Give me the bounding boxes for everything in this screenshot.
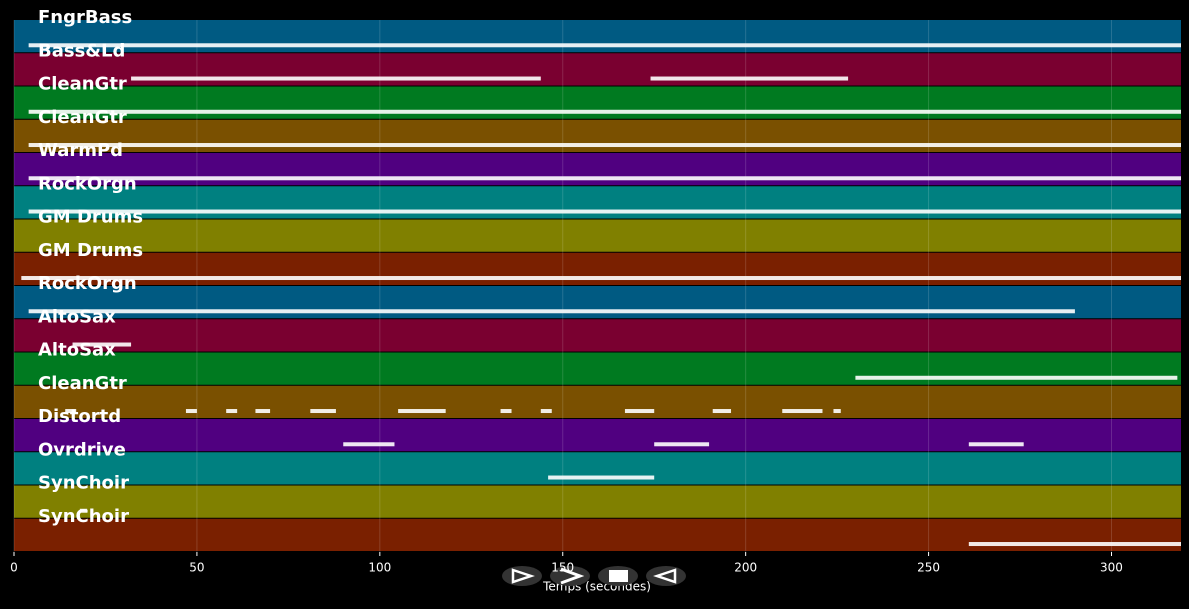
track-lane bbox=[14, 319, 1181, 352]
stop-button[interactable] bbox=[598, 566, 638, 586]
track-name: WarmPd bbox=[38, 140, 123, 161]
note-span bbox=[28, 309, 1075, 314]
x-tick-label: 0 bbox=[10, 561, 18, 575]
track-lane bbox=[14, 286, 1181, 319]
note-span bbox=[72, 342, 132, 347]
forward-button[interactable] bbox=[550, 566, 590, 586]
track-lane bbox=[14, 385, 1181, 418]
note-span bbox=[343, 442, 395, 447]
track-name: Ovrdrive bbox=[38, 439, 126, 460]
note-span bbox=[185, 409, 197, 414]
note-span bbox=[968, 442, 1024, 447]
track-lane bbox=[14, 20, 1181, 53]
track-name: SynChoir bbox=[38, 506, 129, 527]
track-name: GM Drums bbox=[38, 207, 143, 228]
note-span bbox=[782, 409, 823, 414]
x-tick-label: 50 bbox=[189, 561, 204, 575]
note-span bbox=[833, 409, 841, 414]
x-tick-label: 150 bbox=[551, 561, 574, 575]
note-span bbox=[28, 143, 1182, 148]
x-tick-label: 100 bbox=[368, 561, 391, 575]
note-span bbox=[548, 475, 655, 480]
note-span bbox=[226, 409, 238, 414]
rewind-button[interactable] bbox=[646, 566, 686, 586]
note-span bbox=[28, 209, 1182, 214]
track-lane bbox=[14, 419, 1181, 452]
note-span bbox=[310, 409, 336, 414]
track-lane bbox=[14, 153, 1181, 186]
track-name: Distortd bbox=[38, 406, 121, 427]
note-span bbox=[21, 276, 1181, 281]
note-span bbox=[650, 76, 849, 81]
track-name: CleanGtr bbox=[38, 373, 127, 394]
note-span bbox=[398, 409, 446, 414]
track-lane bbox=[14, 186, 1181, 219]
track-name: RockOrgn bbox=[38, 273, 137, 294]
note-span bbox=[28, 109, 1182, 114]
note-span bbox=[500, 409, 512, 414]
x-tick-label: 250 bbox=[917, 561, 940, 575]
x-tick-label: 300 bbox=[1100, 561, 1123, 575]
note-span bbox=[654, 442, 710, 447]
track-lane bbox=[14, 119, 1181, 152]
note-span bbox=[712, 409, 732, 414]
track-lane bbox=[14, 518, 1181, 551]
track-lane bbox=[14, 252, 1181, 285]
track-name: CleanGtr bbox=[38, 74, 127, 95]
track-lane bbox=[14, 485, 1181, 518]
x-tick-label: 200 bbox=[734, 561, 757, 575]
note-span bbox=[540, 409, 552, 414]
track-name: AltoSax bbox=[38, 306, 116, 327]
note-span bbox=[855, 375, 1178, 380]
track-name: Bass&Ld bbox=[38, 40, 125, 61]
track-name: RockOrgn bbox=[38, 173, 137, 194]
note-span bbox=[28, 176, 1182, 181]
note-span bbox=[79, 508, 88, 513]
track-name: FngrBass bbox=[38, 7, 132, 28]
track-lane bbox=[14, 219, 1181, 252]
note-span bbox=[28, 43, 1182, 48]
track-lane bbox=[14, 53, 1181, 86]
track-name: GM Drums bbox=[38, 240, 143, 261]
note-span bbox=[624, 409, 655, 414]
note-span bbox=[131, 76, 541, 81]
track-lane bbox=[14, 352, 1181, 385]
track-lane bbox=[14, 86, 1181, 119]
track-name: AltoSax bbox=[38, 340, 116, 361]
play-button[interactable] bbox=[502, 566, 542, 586]
note-span bbox=[255, 409, 271, 414]
track-name: SynChoir bbox=[38, 473, 129, 494]
note-span bbox=[968, 542, 1181, 547]
track-name: CleanGtr bbox=[38, 107, 127, 128]
track-lane bbox=[14, 452, 1181, 485]
note-span bbox=[65, 409, 77, 414]
